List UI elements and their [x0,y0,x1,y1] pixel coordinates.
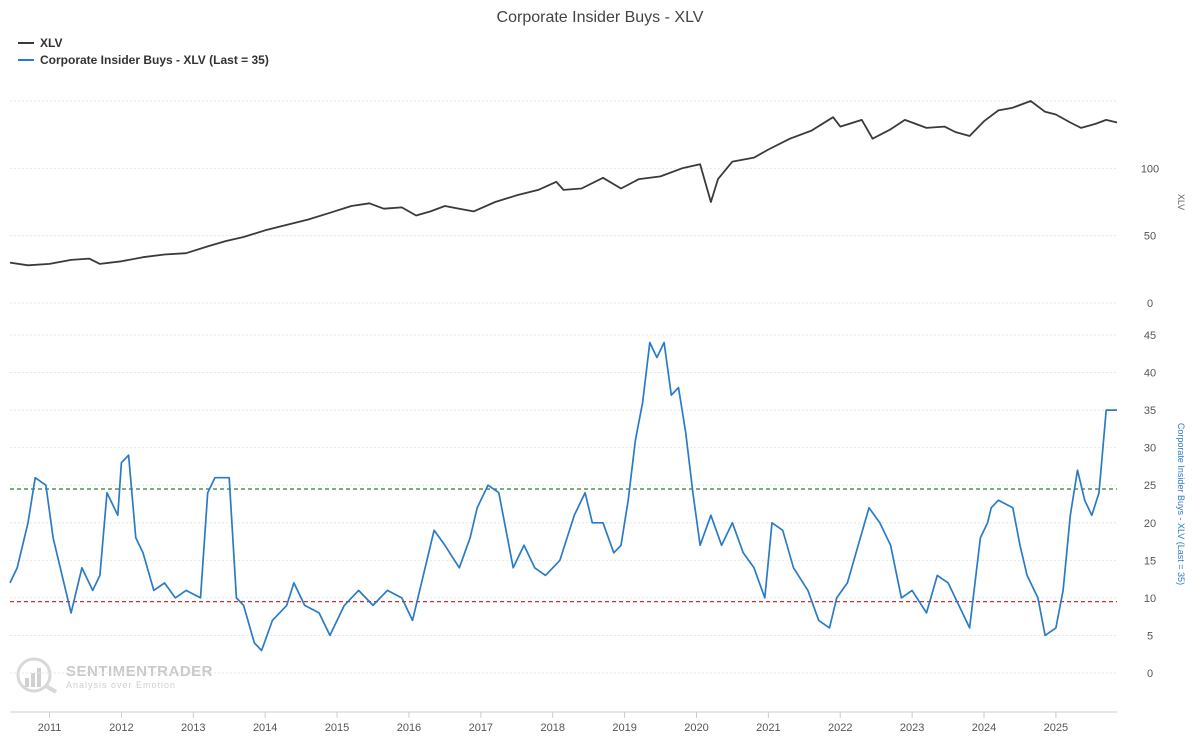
series-layer [9,100,1118,652]
series-line-insider-buys[interactable] [9,341,1117,652]
y-tick-label: 15 [1144,555,1156,567]
x-tick-label: 2019 [612,722,636,734]
legend-label-xlv[interactable]: XLV [40,36,62,50]
x-tick-label: 2012 [109,722,133,734]
y-tick-label: 5 [1147,630,1153,642]
x-tick-label: 2018 [540,722,564,734]
y-axis-title-price: XLV [1176,194,1186,210]
x-tick-label: 2025 [1044,722,1068,734]
watermark-brand: SENTIMENTRADER [66,663,213,680]
grid-layer [10,100,1117,674]
watermark-logo-bar-1 [25,678,29,687]
y-tick-label: 25 [1144,480,1156,492]
y-tick-label: 10 [1144,593,1156,605]
x-tick-label: 2022 [828,722,852,734]
x-tick-label: 2013 [181,722,205,734]
x-tick-label: 2011 [38,722,62,734]
y-tick-label: 0 [1147,298,1153,310]
x-tick-label: 2015 [325,722,349,734]
x-tick-label: 2014 [253,722,277,734]
chart-title: Corporate Insider Buys - XLV [497,9,704,26]
watermark-logo-icon [16,657,52,693]
y-tick-label: 40 [1144,368,1156,380]
y-tick-label: 50 [1144,231,1156,243]
y-tick-label: 45 [1144,330,1156,342]
x-tick-label: 2017 [469,722,493,734]
legend[interactable]: XLV Corporate Insider Buys - XLV (Last =… [18,36,269,67]
watermark-tagline: Analysis over Emotion [66,680,176,690]
y-tick-label: 0 [1147,668,1153,680]
y-axis-title-indicator: Corporate Insider Buys - XLV (Last = 35) [1176,423,1186,585]
x-tick-label: 2016 [397,722,421,734]
y-tick-label: 20 [1144,518,1156,530]
reference-lines [10,488,1117,603]
series-line-xlv[interactable] [9,100,1118,267]
legend-label-insider[interactable]: Corporate Insider Buys - XLV (Last = 35) [40,53,269,67]
watermark: SENTIMENTRADER Analysis over Emotion [16,657,213,694]
y-tick-label: 30 [1144,443,1156,455]
x-tick-label: 2020 [684,722,708,734]
watermark-logo-handle [44,684,58,694]
y-tick-label: 35 [1144,405,1156,417]
y-tick-label: 100 [1141,163,1159,175]
x-tick-label: 2021 [756,722,780,734]
watermark-logo-bar-3 [37,668,41,687]
x-tick-label: 2024 [972,722,996,734]
x-tick-label: 2023 [900,722,924,734]
watermark-logo-bar-2 [31,673,35,687]
